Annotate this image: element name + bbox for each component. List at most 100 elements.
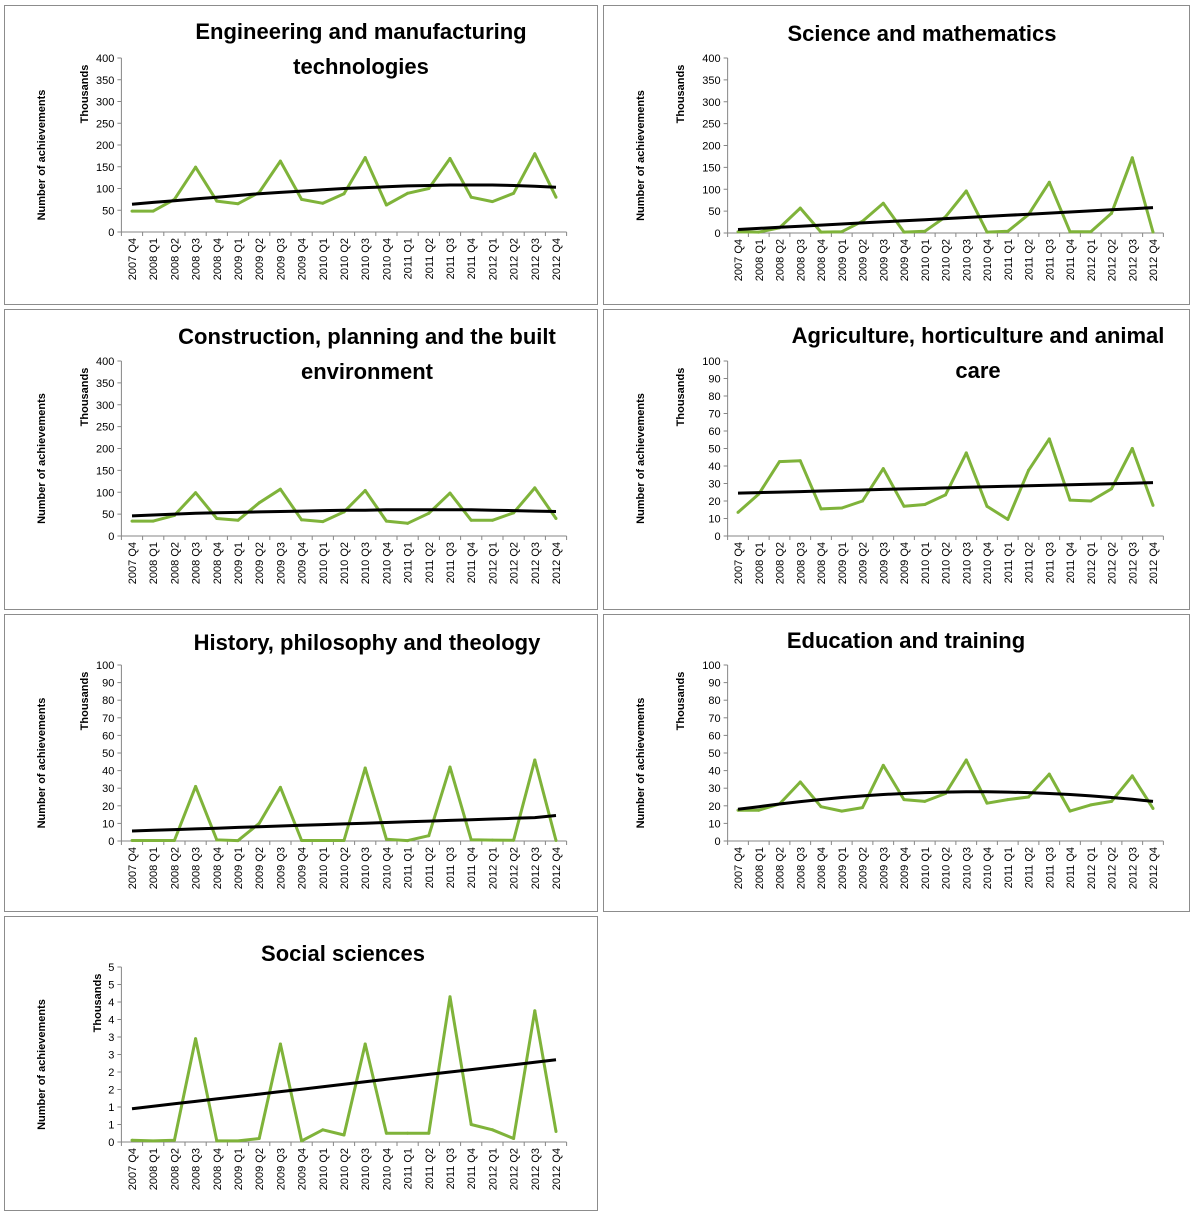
data-point	[881, 467, 885, 471]
y-tick-label: 2	[108, 1085, 114, 1097]
x-tick-label: 2008 Q1	[148, 1148, 160, 1190]
x-tick-label: 2012 Q3	[1127, 847, 1139, 889]
y-tick-label: 40	[708, 461, 720, 473]
y-tick-label: 30	[102, 783, 114, 795]
data-point	[300, 518, 304, 522]
x-tick-label: 2008 Q3	[191, 238, 203, 280]
chart-title: care	[955, 358, 1000, 383]
data-point	[902, 230, 906, 234]
x-tick-label: 2009 Q2	[254, 542, 266, 584]
x-tick-label: 2010 Q1	[318, 238, 330, 280]
y-tick-label: 90	[708, 374, 720, 386]
x-tick-label: 2008 Q2	[169, 847, 181, 889]
x-tick-label: 2008 Q4	[816, 239, 828, 281]
data-point	[278, 785, 282, 789]
data-point	[194, 784, 198, 788]
x-tick-label: 2011 Q1	[403, 238, 415, 279]
y-tick-label: 60	[708, 730, 720, 742]
data-point	[861, 499, 864, 503]
y-tick-label: 2	[108, 1067, 114, 1079]
x-tick-label: 2012 Q1	[487, 238, 499, 280]
data-point	[944, 493, 947, 497]
x-tick-label: 2008 Q1	[754, 847, 766, 889]
x-tick-label: 2012 Q1	[487, 847, 499, 889]
data-point	[321, 201, 325, 205]
x-tick-label: 2011 Q1	[1003, 847, 1015, 888]
y-tick-label: 20	[102, 801, 114, 813]
data-point	[964, 758, 968, 762]
data-point	[300, 197, 304, 201]
x-tick-label: 2011 Q2	[1024, 542, 1036, 583]
x-tick-label: 2008 Q4	[816, 542, 828, 584]
y-tick-label: 50	[708, 748, 720, 760]
x-tick-label: 2008 Q2	[775, 542, 787, 584]
data-point	[215, 838, 219, 842]
data-point	[1089, 803, 1093, 807]
data-point	[490, 1128, 494, 1132]
data-point	[554, 517, 558, 520]
data-point	[130, 838, 134, 842]
y-tick-label: 30	[708, 783, 720, 795]
data-point	[757, 230, 761, 234]
y-tick-label: 80	[708, 695, 720, 707]
x-tick-label: 2008 Q4	[212, 542, 224, 584]
y-tick-label: 0	[108, 531, 114, 543]
data-point	[151, 209, 155, 213]
data-point	[236, 1139, 240, 1143]
y-tick-label: 0	[108, 1137, 114, 1149]
y-tick-label: 0	[715, 228, 721, 240]
y-tick-label: 150	[96, 162, 114, 174]
data-point	[130, 209, 134, 213]
x-tick-label: 2010 Q2	[339, 238, 351, 280]
x-tick-label: 2008 Q2	[169, 1148, 181, 1190]
y-tick-label: 300	[96, 97, 114, 109]
y-tick-label: 400	[96, 356, 114, 368]
x-tick-label: 2008 Q3	[795, 239, 807, 281]
x-tick-label: 2010 Q4	[982, 542, 994, 584]
y-tick-label: 250	[702, 119, 720, 131]
data-point	[151, 1139, 155, 1143]
y-tick-label: 20	[708, 801, 720, 813]
y-tick-label: 90	[102, 678, 114, 690]
y-tick-label: 250	[96, 118, 114, 130]
trend-line	[131, 814, 557, 833]
x-tick-label: 2009 Q4	[899, 542, 911, 584]
y-tick-label: 0	[108, 836, 114, 848]
x-tick-label: 2010 Q4	[982, 847, 994, 889]
x-tick-label: 2011 Q4	[466, 542, 478, 583]
y-tick-label: 20	[708, 496, 720, 508]
trend-line	[131, 1058, 557, 1111]
x-tick-label: 2010 Q1	[920, 847, 932, 889]
chart-svg: History, philosophy and theology Number o…	[36, 630, 568, 889]
y-unit-label: Thousands	[675, 672, 687, 731]
data-point	[1068, 230, 1072, 234]
x-tick-label: 2008 Q1	[148, 542, 160, 584]
x-tick-label: 2008 Q4	[212, 1148, 224, 1190]
series-line	[737, 437, 1155, 521]
x-tick-label: 2010 Q4	[381, 1148, 393, 1190]
data-point	[342, 1133, 346, 1137]
y-axis-label: Number of achievements	[36, 90, 48, 221]
data-point	[236, 202, 240, 206]
y-tick-label: 100	[96, 487, 114, 499]
x-tick-label: 2010 Q4	[381, 238, 393, 280]
data-point	[490, 518, 494, 522]
x-tick-label: 2009 Q2	[254, 847, 266, 889]
data-point	[554, 1130, 558, 1133]
data-point	[757, 808, 761, 812]
data-point	[151, 838, 155, 842]
data-point	[384, 1131, 388, 1135]
x-tick-label: 2012 Q3	[1127, 542, 1139, 584]
data-point	[819, 230, 823, 234]
x-tick-label: 2011 Q3	[445, 238, 457, 279]
y-unit-label: Thousands	[79, 368, 91, 427]
x-tick-label: 2012 Q3	[530, 542, 542, 584]
data-point	[384, 837, 388, 841]
data-point	[840, 809, 844, 813]
y-axis-label: Number of achievements	[635, 393, 647, 524]
x-tick-label: 2009 Q2	[254, 238, 266, 280]
y-unit-label: Thousands	[92, 974, 104, 1033]
chart-svg: Agriculture, horticulture and animal care…	[635, 323, 1164, 584]
x-tick-label: 2010 Q3	[360, 238, 372, 280]
x-tick-label: 2012 Q4	[1148, 239, 1160, 281]
